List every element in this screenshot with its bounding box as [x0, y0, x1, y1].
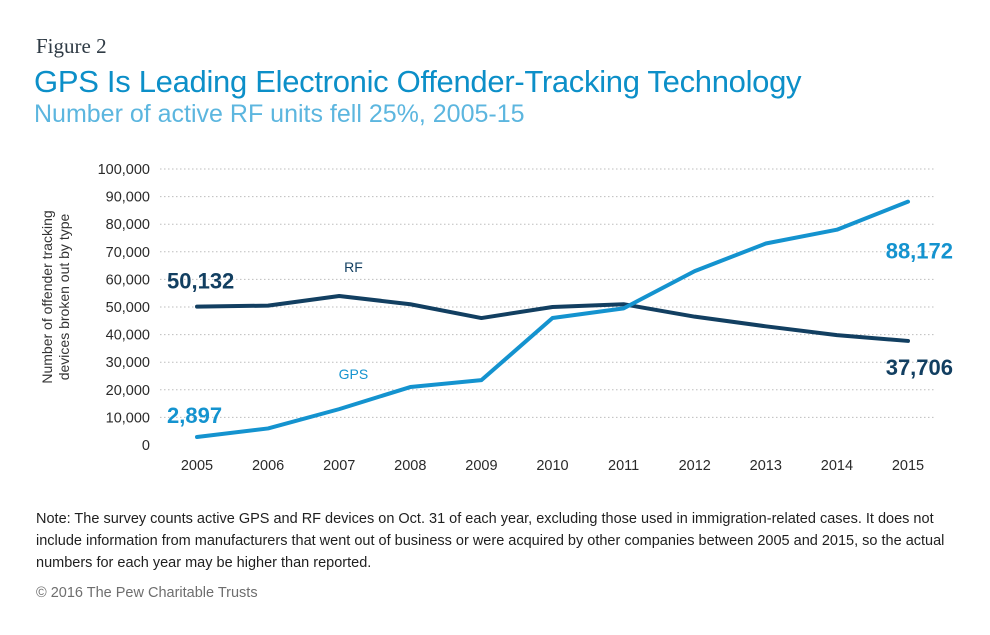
y-axis-label-group: Number of offender tracking devices broke… [39, 210, 72, 383]
x-tick-label: 2009 [465, 458, 497, 474]
x-axis-ticks: 2005 2006 2007 2008 2009 2010 2011 2012 2013 2014… [181, 458, 924, 474]
x-tick-label: 2010 [536, 458, 568, 474]
x-tick-label: 2007 [323, 458, 355, 474]
y-tick-label: 0 [142, 438, 150, 454]
series-line-gps [195, 199, 910, 440]
y-tick-label: 90,000 [106, 190, 150, 206]
series-labels: RF GPS [339, 259, 369, 382]
x-tick-label: 2014 [821, 458, 853, 474]
x-tick-label: 2008 [394, 458, 426, 474]
y-axis-label-line: devices broken out by type [56, 214, 72, 381]
x-tick-label: 2006 [252, 458, 284, 474]
y-tick-label: 100,000 [98, 162, 150, 178]
x-tick-label: 2005 [181, 458, 213, 474]
x-tick-label: 2015 [892, 458, 924, 474]
y-tick-label: 40,000 [106, 328, 150, 344]
series-label-rf: RF [344, 259, 363, 275]
y-tick-label: 30,000 [106, 355, 150, 371]
value-callout: 50,132 [167, 269, 234, 294]
y-tick-label: 20,000 [106, 383, 150, 399]
figure-label: Figure 2 [36, 34, 107, 58]
value-callout: 88,172 [886, 239, 953, 264]
y-axis-label-line: Number of offender tracking [39, 210, 55, 383]
y-axis-ticks: 0 10,000 20,000 30,000 40,000 50,000 60,000 70,… [98, 162, 150, 454]
y-tick-label: 80,000 [106, 217, 150, 233]
line-chart: 0 10,000 20,000 30,000 40,000 50,000 60,000 70,… [39, 162, 953, 474]
series-lines [195, 199, 910, 440]
y-axis-label: Number of offender tracking devices broke… [39, 210, 72, 383]
x-tick-label: 2011 [608, 458, 639, 474]
chart-title: GPS Is Leading Electronic Offender-Track… [34, 64, 802, 99]
y-tick-label: 60,000 [106, 272, 150, 288]
note-text: Note: The survey counts active GPS and R… [36, 511, 945, 571]
gridlines [160, 168, 935, 418]
chart-subtitle: Number of active RF units fell 25%, 2005… [34, 100, 525, 128]
copyright-text: © 2016 The Pew Charitable Trusts [36, 585, 258, 601]
y-tick-label: 50,000 [106, 300, 150, 316]
value-callout: 37,706 [886, 355, 953, 380]
value-callouts: 50,132 2,897 88,172 37,706 [167, 239, 953, 428]
y-tick-label: 10,000 [106, 410, 150, 426]
value-callout: 2,897 [167, 403, 222, 428]
series-label-gps: GPS [339, 366, 369, 382]
x-tick-label: 2013 [750, 458, 782, 474]
y-tick-label: 70,000 [106, 245, 150, 261]
x-tick-label: 2012 [679, 458, 711, 474]
series-line-rf [195, 293, 910, 343]
